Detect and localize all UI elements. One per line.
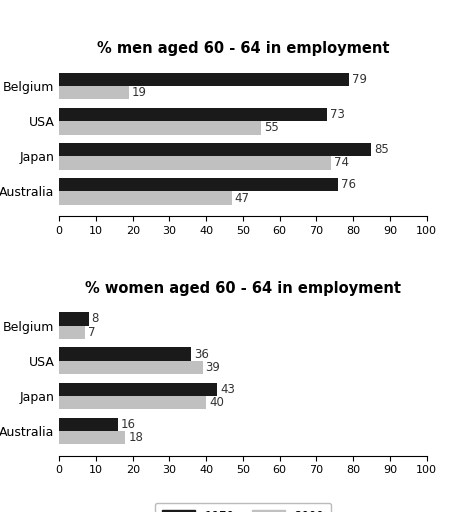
Text: 19: 19 [132, 86, 147, 99]
Text: 16: 16 [121, 418, 136, 431]
Text: 8: 8 [91, 312, 99, 326]
Bar [59, 156, 331, 169]
Text: 39: 39 [205, 361, 220, 374]
Title: % men aged 60 - 64 in employment: % men aged 60 - 64 in employment [97, 41, 389, 56]
Bar [59, 326, 85, 339]
Bar [59, 108, 328, 121]
Text: 74: 74 [334, 157, 349, 169]
Bar [59, 431, 125, 444]
Title: % women aged 60 - 64 in employment: % women aged 60 - 64 in employment [85, 281, 401, 296]
Bar [59, 191, 232, 205]
Text: 47: 47 [235, 191, 250, 205]
Bar [59, 73, 349, 86]
Text: 40: 40 [209, 396, 224, 409]
Bar [59, 121, 261, 135]
Bar [59, 396, 206, 409]
Bar [59, 348, 191, 361]
Bar [59, 361, 202, 374]
Bar [59, 382, 217, 396]
Bar [59, 312, 89, 326]
Text: 55: 55 [264, 121, 279, 134]
Bar [59, 418, 118, 431]
Text: 18: 18 [128, 431, 143, 444]
Text: 36: 36 [194, 348, 210, 360]
Legend: 1970, 2000: 1970, 2000 [155, 503, 331, 512]
Text: 76: 76 [341, 178, 356, 191]
Bar [59, 86, 129, 99]
Bar [59, 178, 338, 191]
Text: 43: 43 [220, 383, 235, 396]
Text: 79: 79 [352, 73, 367, 86]
Text: 73: 73 [330, 108, 345, 121]
Text: 7: 7 [88, 326, 95, 339]
Text: 85: 85 [374, 143, 389, 156]
Bar [59, 143, 372, 156]
